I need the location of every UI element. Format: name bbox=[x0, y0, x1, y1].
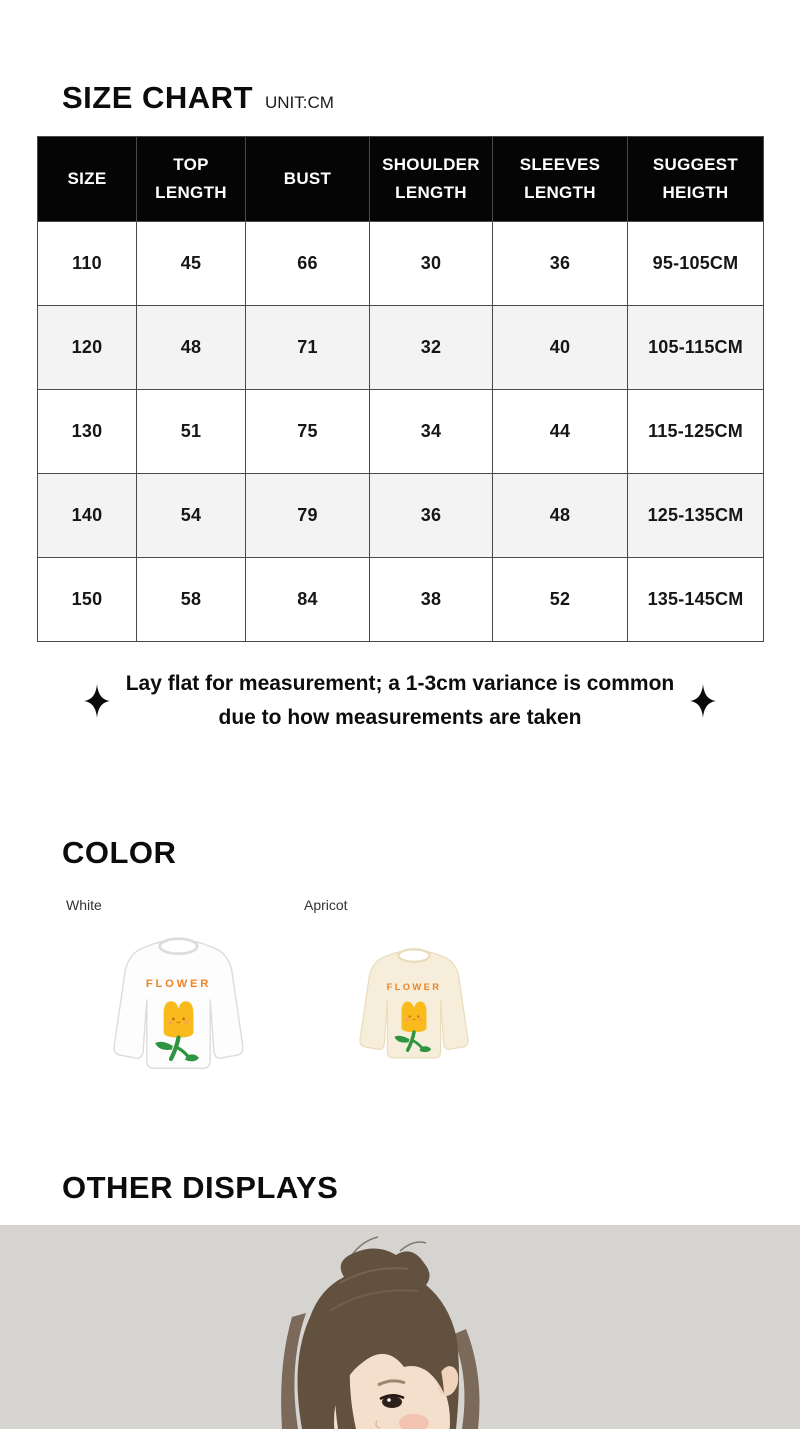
cell-size: 120 bbox=[37, 305, 137, 390]
tulip-leaf-right bbox=[185, 1054, 199, 1062]
cell-bust: 84 bbox=[245, 557, 370, 642]
color-swatch-apricot: Apricot FLOWER bbox=[300, 897, 538, 1089]
cell-shoulder-length: 34 bbox=[369, 389, 493, 474]
tulip-leaf-left bbox=[155, 1041, 173, 1050]
cell-shoulder-length: 36 bbox=[369, 473, 493, 558]
column-header-size: SIZE bbox=[37, 136, 137, 222]
column-header-suggest-height: SUGGEST HEIGTH bbox=[627, 136, 764, 222]
tulip-leaf-left bbox=[394, 1035, 410, 1043]
cell-size: 130 bbox=[37, 389, 137, 474]
measurement-note-line2: due to how measurements are taken bbox=[218, 706, 582, 729]
cell-shoulder-length: 38 bbox=[369, 557, 493, 642]
color-label-apricot: Apricot bbox=[304, 897, 348, 913]
shirt-body bbox=[359, 949, 469, 1059]
other-displays-title: OTHER DISPLAYS bbox=[62, 1170, 339, 1205]
cell-shoulder-length: 32 bbox=[369, 305, 493, 390]
table-row: 150 58 84 38 52 135-145CM bbox=[37, 557, 764, 642]
measurement-note-text: Lay flat for measurement; a 1-3cm varian… bbox=[126, 667, 675, 735]
shirt-collar bbox=[158, 937, 199, 956]
cell-top-length: 45 bbox=[136, 221, 246, 306]
color-swatch-white: White FLOWER bbox=[62, 897, 300, 1089]
table-row: 120 48 71 32 40 105-115CM bbox=[37, 305, 764, 390]
tulip-flower bbox=[163, 1001, 194, 1038]
table-row: 130 51 75 34 44 115-125CM bbox=[37, 389, 764, 474]
shirt-image-white: FLOWER bbox=[62, 919, 300, 1089]
cell-top-length: 54 bbox=[136, 473, 246, 558]
cell-sleeves-length: 36 bbox=[492, 221, 628, 306]
cell-suggest-height: 135-145CM bbox=[627, 557, 764, 642]
color-swatches: White FLOWER bbox=[62, 897, 800, 1089]
cell-sleeves-length: 40 bbox=[492, 305, 628, 390]
column-header-sleeves-length: SLEEVES LENGTH bbox=[492, 136, 628, 222]
measurement-note: Lay flat for measurement; a 1-3cm varian… bbox=[37, 667, 763, 735]
shirt-image-apricot: FLOWER bbox=[300, 919, 538, 1089]
tulip-flower bbox=[401, 1001, 427, 1033]
cell-top-length: 51 bbox=[136, 389, 246, 474]
column-header-bust: BUST bbox=[245, 136, 370, 222]
measurement-note-line1: Lay flat for measurement; a 1-3cm varian… bbox=[125, 672, 675, 695]
cell-top-length: 58 bbox=[136, 557, 246, 642]
cell-size: 150 bbox=[37, 557, 137, 642]
hair-fringe bbox=[330, 1316, 444, 1409]
eyebrow bbox=[377, 1379, 406, 1387]
cell-sleeves-length: 44 bbox=[492, 389, 628, 474]
cell-suggest-height: 115-125CM bbox=[627, 389, 764, 474]
cell-size: 110 bbox=[37, 221, 137, 306]
cell-sleeves-length: 52 bbox=[492, 557, 628, 642]
eye bbox=[382, 1396, 402, 1408]
face bbox=[334, 1349, 450, 1429]
sparkle-icon bbox=[690, 684, 717, 718]
cell-bust: 71 bbox=[245, 305, 370, 390]
model-photo bbox=[0, 1225, 800, 1429]
cell-shoulder-length: 30 bbox=[369, 221, 493, 306]
shirt-print-text: FLOWER bbox=[146, 978, 211, 990]
table-row: 110 45 66 30 36 95-105CM bbox=[37, 221, 764, 306]
cell-suggest-height: 95-105CM bbox=[627, 221, 764, 306]
sparkle-icon bbox=[83, 684, 110, 718]
size-chart-table: SIZE TOP LENGTH BUST SHOULDER LENGTH SLE… bbox=[37, 136, 764, 642]
color-section-title: COLOR bbox=[62, 835, 177, 870]
cell-sleeves-length: 48 bbox=[492, 473, 628, 558]
size-chart-header: SIZE CHART UNIT:CM bbox=[0, 0, 800, 116]
size-chart-header-row: SIZE TOP LENGTH BUST SHOULDER LENGTH SLE… bbox=[37, 136, 764, 222]
shirt-print-text: FLOWER bbox=[387, 982, 442, 992]
cell-bust: 66 bbox=[245, 221, 370, 306]
tulip-leaf-right bbox=[419, 1046, 432, 1053]
cell-suggest-height: 105-115CM bbox=[627, 305, 764, 390]
tulip-branch bbox=[410, 1038, 424, 1050]
eyelash bbox=[379, 1394, 405, 1401]
cell-size: 140 bbox=[37, 473, 137, 558]
table-row: 140 54 79 36 48 125-135CM bbox=[37, 473, 764, 558]
cell-suggest-height: 125-135CM bbox=[627, 473, 764, 558]
column-header-shoulder-length: SHOULDER LENGTH bbox=[369, 136, 493, 222]
shirt-collar bbox=[397, 948, 431, 963]
size-chart-unit-label: UNIT:CM bbox=[265, 93, 334, 112]
cell-bust: 75 bbox=[245, 389, 370, 474]
shirt-body bbox=[113, 939, 244, 1069]
size-chart-title: SIZE CHART bbox=[62, 80, 253, 115]
tulip-branch bbox=[174, 1045, 190, 1058]
column-header-top-length: TOP LENGTH bbox=[136, 136, 246, 222]
cell-bust: 79 bbox=[245, 473, 370, 558]
cell-top-length: 48 bbox=[136, 305, 246, 390]
color-label-white: White bbox=[66, 897, 102, 913]
